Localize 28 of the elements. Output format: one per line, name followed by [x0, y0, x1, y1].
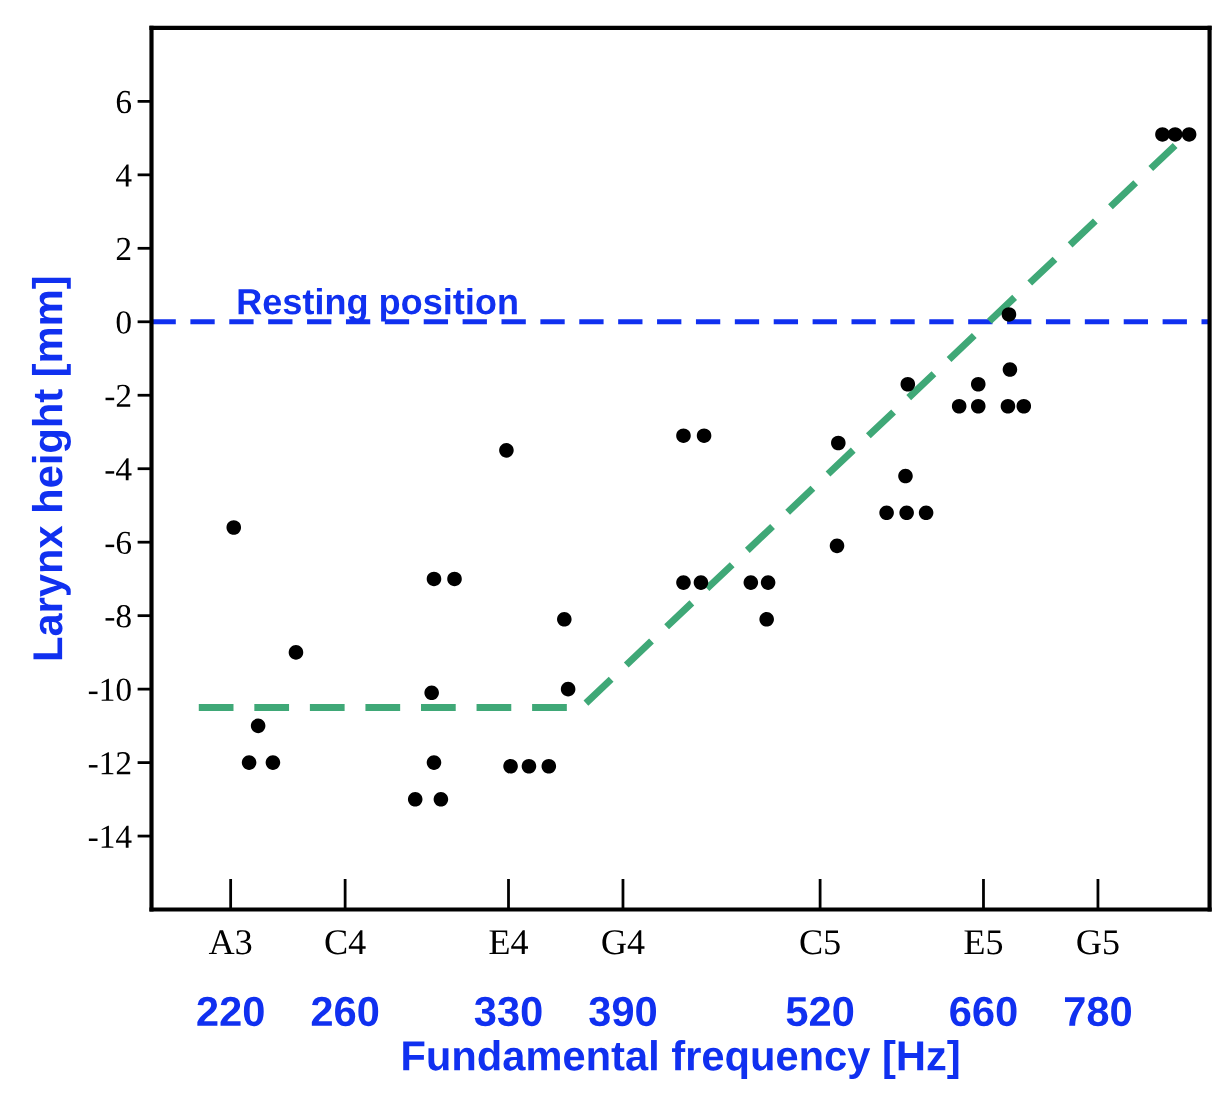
y-tick-label: -12: [88, 752, 131, 775]
x-tick-label: 390: [589, 996, 657, 1027]
text: A3: [208, 930, 252, 955]
y-tick-label: 4: [116, 164, 132, 187]
y-tick-label: 2: [116, 237, 131, 260]
y-tick-label: -14: [88, 825, 132, 848]
y-tick-label: -10: [88, 678, 131, 702]
x-tick-label: 520: [786, 996, 854, 1027]
y-tick-label: -8: [105, 605, 131, 628]
ref-line-label: Resting position: [238, 287, 517, 322]
y-tick-label: -2: [105, 384, 131, 407]
y-axis-title: Larynx height [mm]: [31, 277, 71, 660]
x-tick-label: 660: [950, 996, 1017, 1027]
text: C4: [325, 930, 366, 955]
x-tick-label: 330: [474, 996, 542, 1027]
x-tick-label: 780: [1064, 996, 1131, 1027]
y-tick-label: -4: [105, 458, 132, 481]
x-tick-label: 220: [197, 996, 264, 1027]
y-tick-label: -6: [105, 531, 132, 555]
text: G4: [602, 930, 645, 955]
text: C5: [800, 930, 840, 955]
y-tick-label: 0: [116, 311, 131, 334]
y-tick-label: 6: [116, 90, 132, 114]
text: E4: [489, 930, 528, 955]
x-axis-title: Fundamental frequency [Hz]: [403, 1040, 959, 1079]
x-tick-label: 260: [311, 996, 379, 1027]
text: G5: [1077, 930, 1119, 955]
text: E5: [964, 930, 1003, 955]
